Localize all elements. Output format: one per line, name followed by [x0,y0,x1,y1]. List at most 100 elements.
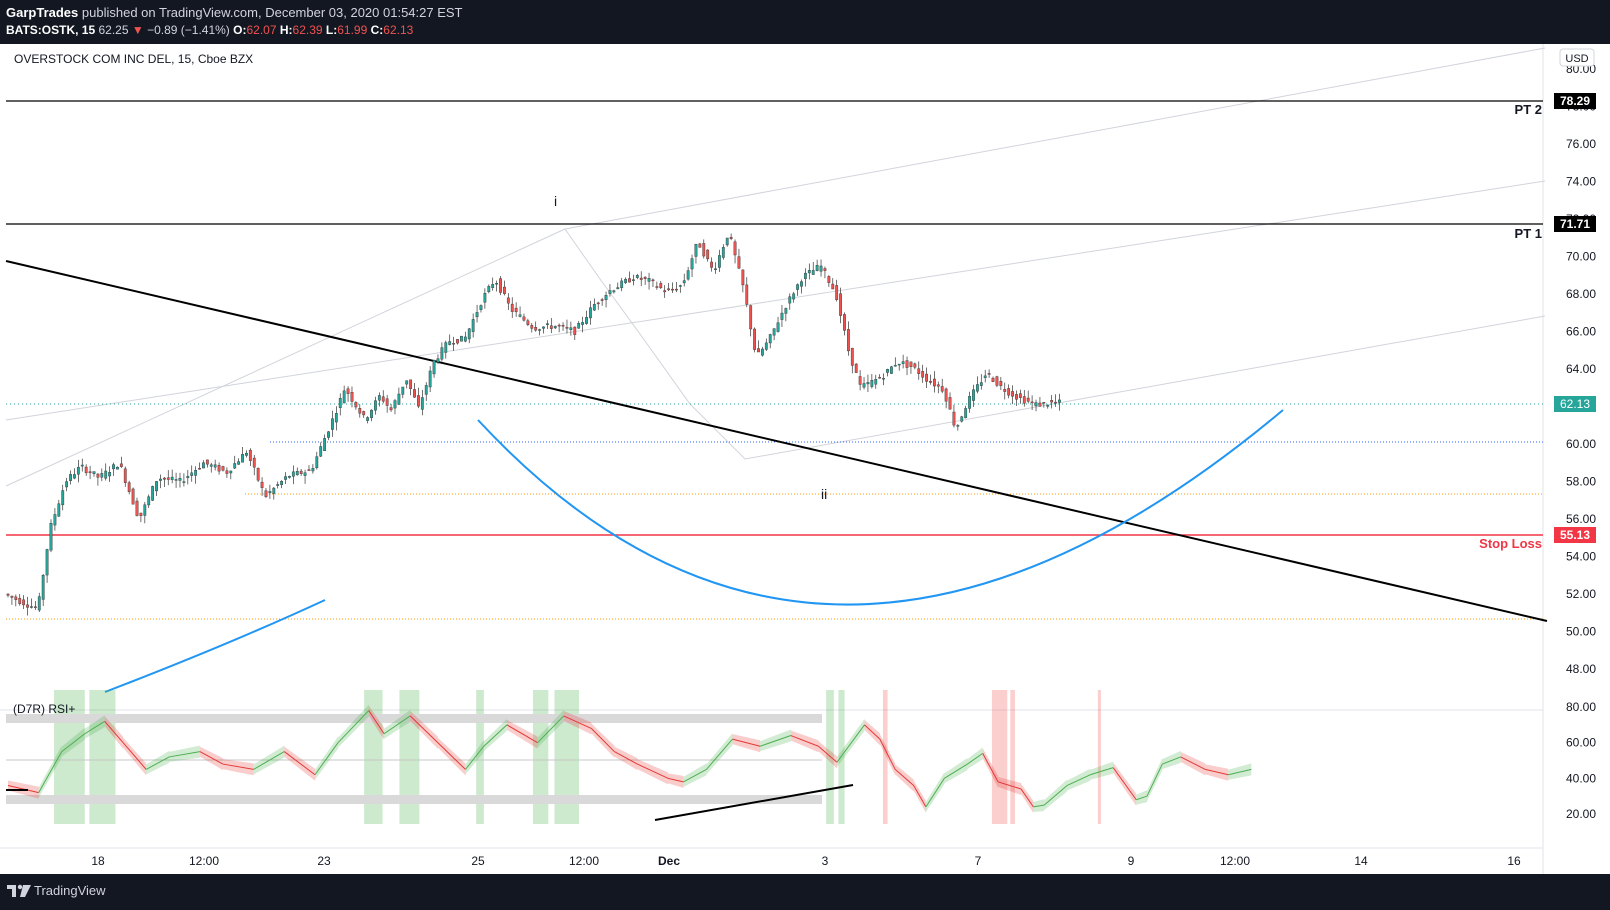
candle [299,468,303,476]
tradingview-brand[interactable]: TradingView [34,883,106,898]
wave-label-i: i [554,193,557,209]
candle [807,263,811,280]
rsi-tick-label: 40.00 [1566,771,1596,785]
author-name[interactable]: GarpTrades [6,5,79,20]
time-axis[interactable]: 18 12:00 23 25 12:00 Dec 3 7 9 12:00 14 16 [91,854,1521,868]
rsi-line-segment [61,733,86,752]
candle [573,326,577,341]
candle [436,354,440,365]
candle [65,477,69,492]
channel-line[interactable] [5,228,566,487]
candle [819,259,823,277]
candle [202,460,205,469]
price-tick-label: 48.00 [1566,662,1596,676]
candle [18,593,22,606]
rsi-highlight-green [532,690,549,824]
channel-line[interactable] [5,180,1546,421]
price-axis[interactable]: 80.0078.0076.0074.0072.0070.0068.0066.00… [1566,62,1596,676]
rsi-line-segment [706,738,733,770]
candle [198,462,201,470]
candle [858,370,862,391]
rsi-line-segment [1146,763,1163,797]
candle [1058,393,1061,411]
rsi-highlight-red [991,690,1008,824]
curve-projection-arc[interactable] [477,409,1284,606]
rsi-line-segment [1112,767,1137,801]
price-tick-label: 70.00 [1566,250,1596,264]
candle [698,242,702,248]
candle [288,475,291,479]
time-tick-label: 9 [1128,854,1135,868]
candle [854,363,858,373]
candle [909,361,913,374]
candle [135,497,139,517]
candle [460,335,463,342]
candle [73,468,76,480]
rsi-line-segment [864,724,881,740]
rsi-line-segment [368,710,385,735]
rsi-oversold-band [6,795,822,804]
high-label: H: [279,23,293,37]
rsi-trendline[interactable] [654,784,854,821]
candle [725,237,729,247]
footer-bar: TradingView [0,874,1610,910]
candle [557,323,561,333]
channel-line[interactable] [564,228,1546,460]
candle [139,512,143,523]
candle [757,340,760,353]
pt2-badge-value: 78.29 [1560,94,1590,108]
candle [385,394,389,413]
candle [205,459,209,468]
candle [616,282,620,290]
candle [374,396,377,415]
rsi-line-segment [913,785,927,808]
rsi-line-segment [944,763,968,779]
channel-line[interactable] [564,47,1546,230]
rsi-pane[interactable]: (D7R) RSI+ 80.00 60.00 40.00 20.00 [6,690,1596,824]
candle [893,357,897,367]
candle [667,282,670,292]
candle [624,277,627,285]
candle [80,458,84,472]
candle [119,456,123,468]
candle [346,386,350,402]
candle [319,442,323,457]
candle [936,381,940,394]
rsi-line-segment [314,742,339,776]
time-tick-label: 25 [471,854,485,868]
descending-trendline[interactable] [5,260,1548,622]
rsi-line-segment [1020,788,1034,808]
pt1-badge [1554,216,1596,232]
candle [237,458,241,465]
candle [88,465,92,480]
candle [499,275,502,296]
pt1-label: PT 1 [1515,226,1542,241]
candle [589,300,592,325]
candle [14,594,18,607]
rsi-axis[interactable]: 80.00 60.00 40.00 20.00 [1566,700,1596,821]
candle [600,297,604,306]
candle [1011,385,1014,405]
currency-button[interactable] [1559,48,1595,67]
candle [671,282,674,294]
candle [952,404,956,428]
candle [956,424,960,431]
candle [221,465,225,472]
candle [475,304,479,323]
candle [659,280,663,290]
ohlc-line: BATS:OSTK, 15 62.25 ▼ −0.89 (−1.41%) O:6… [6,23,413,37]
chart-area[interactable]: i ii OVERSTOCK COM INC DEL, 15, Cboe BZX… [0,44,1610,874]
curve-arc[interactable] [104,599,326,693]
candle [995,375,999,388]
candle [252,454,256,476]
chart-svg[interactable]: i ii OVERSTOCK COM INC DEL, 15, Cboe BZX… [0,44,1610,874]
candle [514,302,518,317]
rsi-line-segment [38,751,63,793]
rsi-line-segment [637,763,669,779]
candle [483,288,487,309]
trend-channel[interactable] [5,47,1546,487]
candle [307,465,311,471]
tradingview-logo-icon[interactable] [7,883,31,899]
candle [170,469,174,484]
candle [913,362,917,370]
